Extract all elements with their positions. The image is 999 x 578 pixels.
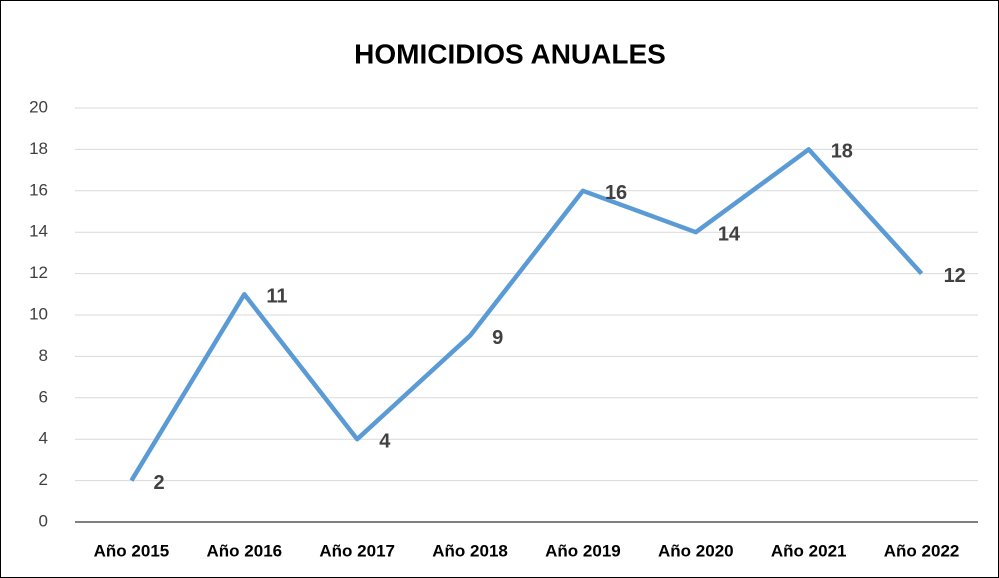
data-label: 9 xyxy=(492,327,503,349)
y-tick-label: 10 xyxy=(29,304,48,323)
data-label: 18 xyxy=(831,141,853,163)
x-tick-label: Año 2022 xyxy=(884,541,960,560)
y-tick-label: 14 xyxy=(29,222,48,241)
y-tick-label: 8 xyxy=(39,346,48,365)
chart-title: HOMICIDIOS ANUALES xyxy=(354,38,666,69)
data-label: 11 xyxy=(266,286,287,308)
data-label: 12 xyxy=(944,265,966,287)
y-tick-label: 2 xyxy=(39,470,48,489)
data-line xyxy=(129,147,924,482)
data-label: 2 xyxy=(153,472,164,494)
data-label: 16 xyxy=(605,182,627,204)
x-tick-label: Año 2019 xyxy=(545,541,621,560)
y-tick-label: 4 xyxy=(39,429,48,448)
y-tick-label: 0 xyxy=(39,511,48,530)
y-tick-label: 18 xyxy=(29,139,48,158)
x-tick-label: Año 2015 xyxy=(94,541,170,560)
x-tick-label: Año 2021 xyxy=(771,541,847,560)
x-tick-label: Año 2017 xyxy=(319,541,395,560)
data-label: 4 xyxy=(379,430,391,452)
data-label: 14 xyxy=(718,223,741,245)
x-tick-label: Año 2020 xyxy=(658,541,734,560)
x-tick-label: Año 2016 xyxy=(207,541,283,560)
y-tick-label: 16 xyxy=(29,180,48,199)
x-tick-label: Año 2018 xyxy=(432,541,508,560)
y-tick-label: 20 xyxy=(29,97,48,116)
y-tick-label: 12 xyxy=(29,263,48,282)
y-tick-label: 6 xyxy=(39,387,48,406)
